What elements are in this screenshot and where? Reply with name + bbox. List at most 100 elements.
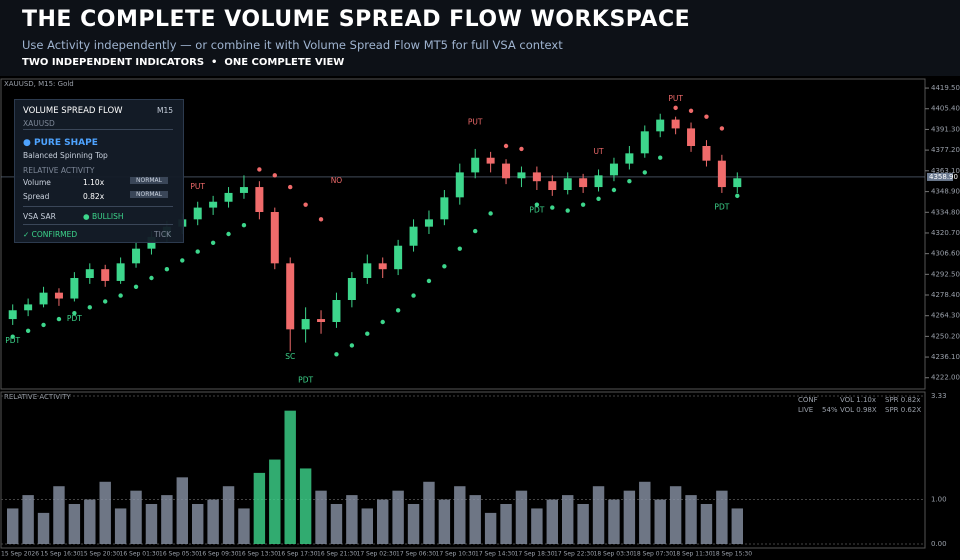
- activity-bar: [315, 490, 327, 544]
- activity-bar: [99, 481, 111, 544]
- sar-dot: [658, 155, 663, 160]
- x-tick-label: 17 Sep 18:30: [515, 551, 555, 558]
- x-tick-label: 18 Sep 11:30: [673, 551, 713, 558]
- sar-dot: [41, 322, 46, 328]
- candle-body: [656, 119, 665, 132]
- sar-dot: [426, 278, 432, 284]
- sar-dot: [719, 126, 725, 131]
- candle-body: [239, 187, 248, 193]
- sar-dot: [411, 293, 416, 298]
- candle-body: [563, 178, 572, 190]
- sar-dot: [334, 352, 339, 357]
- x-tick-label: 16 Sep 09:30: [199, 551, 239, 558]
- sar-dot: [56, 316, 62, 322]
- y-tick-label: 4334.80: [931, 208, 960, 216]
- activity-bar: [192, 504, 204, 544]
- candle-body: [286, 263, 295, 330]
- sar-state: BULLISH: [91, 212, 124, 221]
- symbol-label: XAUUSD, M15: Gold: [4, 80, 74, 88]
- x-tick-label: 18 Sep 15:30: [712, 551, 752, 558]
- sar-dot: [488, 211, 493, 216]
- x-tick-label: 16 Sep 17:30: [278, 551, 318, 558]
- candle-body: [394, 245, 403, 270]
- chart: XAUUSD, M15: Gold 4419.50 4405.40 4391.30 43…: [0, 78, 960, 558]
- x-tick-label: 17 Sep 22:30: [554, 551, 594, 558]
- sar-dot: [149, 275, 154, 281]
- sar-dot: [565, 208, 570, 213]
- sar-dot: [210, 240, 216, 245]
- candle-body: [687, 128, 696, 146]
- activity-bar: [145, 504, 158, 544]
- activity-bar: [222, 486, 235, 544]
- candle-body: [455, 172, 464, 198]
- spread-state: NORMAL: [130, 191, 168, 198]
- candle-body: [424, 219, 433, 227]
- activity-bar: [423, 481, 435, 544]
- candle-body: [255, 187, 264, 212]
- activity-bar: [161, 495, 173, 544]
- sar-dot: [10, 334, 15, 339]
- activity-bar: [654, 499, 666, 544]
- candle-body: [609, 163, 618, 176]
- activity-pane: [0, 391, 926, 549]
- activity-bar: [731, 508, 743, 544]
- x-tick-label: 17 Sep 06:30: [396, 551, 436, 558]
- volume-value: 1.10x: [83, 178, 105, 187]
- activity-bar: [238, 508, 250, 544]
- y-tick-label: 4306.60: [931, 250, 960, 258]
- signal-label: PDT: [714, 203, 729, 212]
- sar-dot: [365, 331, 370, 336]
- sar-dot: [303, 202, 308, 207]
- x-tick-label: 16 Sep 21:30: [317, 551, 357, 558]
- sar-dot: [550, 205, 555, 210]
- signal-label: SC: [285, 352, 295, 361]
- activity-bar: [592, 486, 605, 544]
- title: THE COMPLETE VOLUME SPREAD FLOW WORKSPAC…: [22, 7, 691, 32]
- signal-label: PUT: [190, 182, 205, 191]
- sar-label: VSA SAR: [23, 212, 56, 221]
- candle-body: [193, 207, 202, 220]
- sar-dot: [133, 284, 139, 289]
- sar-dot: [442, 264, 447, 269]
- candle-body: [717, 160, 726, 188]
- candle-body: [363, 263, 372, 278]
- status-text: VOL 1.10x: [840, 396, 876, 404]
- pane-title: RELATIVE ACTIVITY: [4, 393, 71, 401]
- activity-bar: [454, 486, 466, 544]
- sar-dot: [704, 114, 709, 119]
- candle-body: [548, 181, 557, 190]
- candle-body: [301, 319, 310, 330]
- sar-dot: [226, 231, 231, 237]
- price-tag-bg: [927, 172, 953, 181]
- candle-body: [54, 292, 63, 299]
- panel-symbol: XAUUSD: [23, 119, 55, 128]
- candle-body: [8, 310, 17, 320]
- activity-bar: [623, 490, 636, 544]
- activity-bar: [500, 504, 512, 544]
- activity-bar: [68, 504, 81, 544]
- activity-bar: [531, 508, 543, 544]
- sar-dot: [627, 179, 632, 184]
- activity-bar: [716, 490, 728, 544]
- signal-label: PDT: [67, 314, 82, 323]
- sar-dot: [272, 173, 277, 178]
- activity-bar: [407, 504, 420, 544]
- candle-body: [733, 178, 742, 188]
- activity-bar: [84, 499, 96, 544]
- activity-bar: [639, 481, 651, 544]
- activity-bar: [700, 504, 713, 544]
- sar-dot: [103, 299, 108, 304]
- candle-body: [378, 263, 387, 270]
- status-text: CONF: [798, 396, 818, 404]
- sar-dot: [257, 167, 262, 172]
- spread-value: 0.82x: [83, 192, 105, 201]
- y-tick-label: 4405.40: [931, 105, 960, 113]
- status-text: LIVE: [798, 406, 813, 414]
- candle-body: [625, 153, 634, 164]
- subtitle: Use Activity independently — or combine …: [22, 38, 563, 52]
- candle-body: [317, 319, 326, 322]
- x-tick-label: 18 Sep 03:30: [594, 551, 634, 558]
- activity-bar: [546, 499, 558, 544]
- x-tick-label: 15 Sep 16:30: [41, 551, 81, 558]
- sar-dot: [611, 187, 617, 193]
